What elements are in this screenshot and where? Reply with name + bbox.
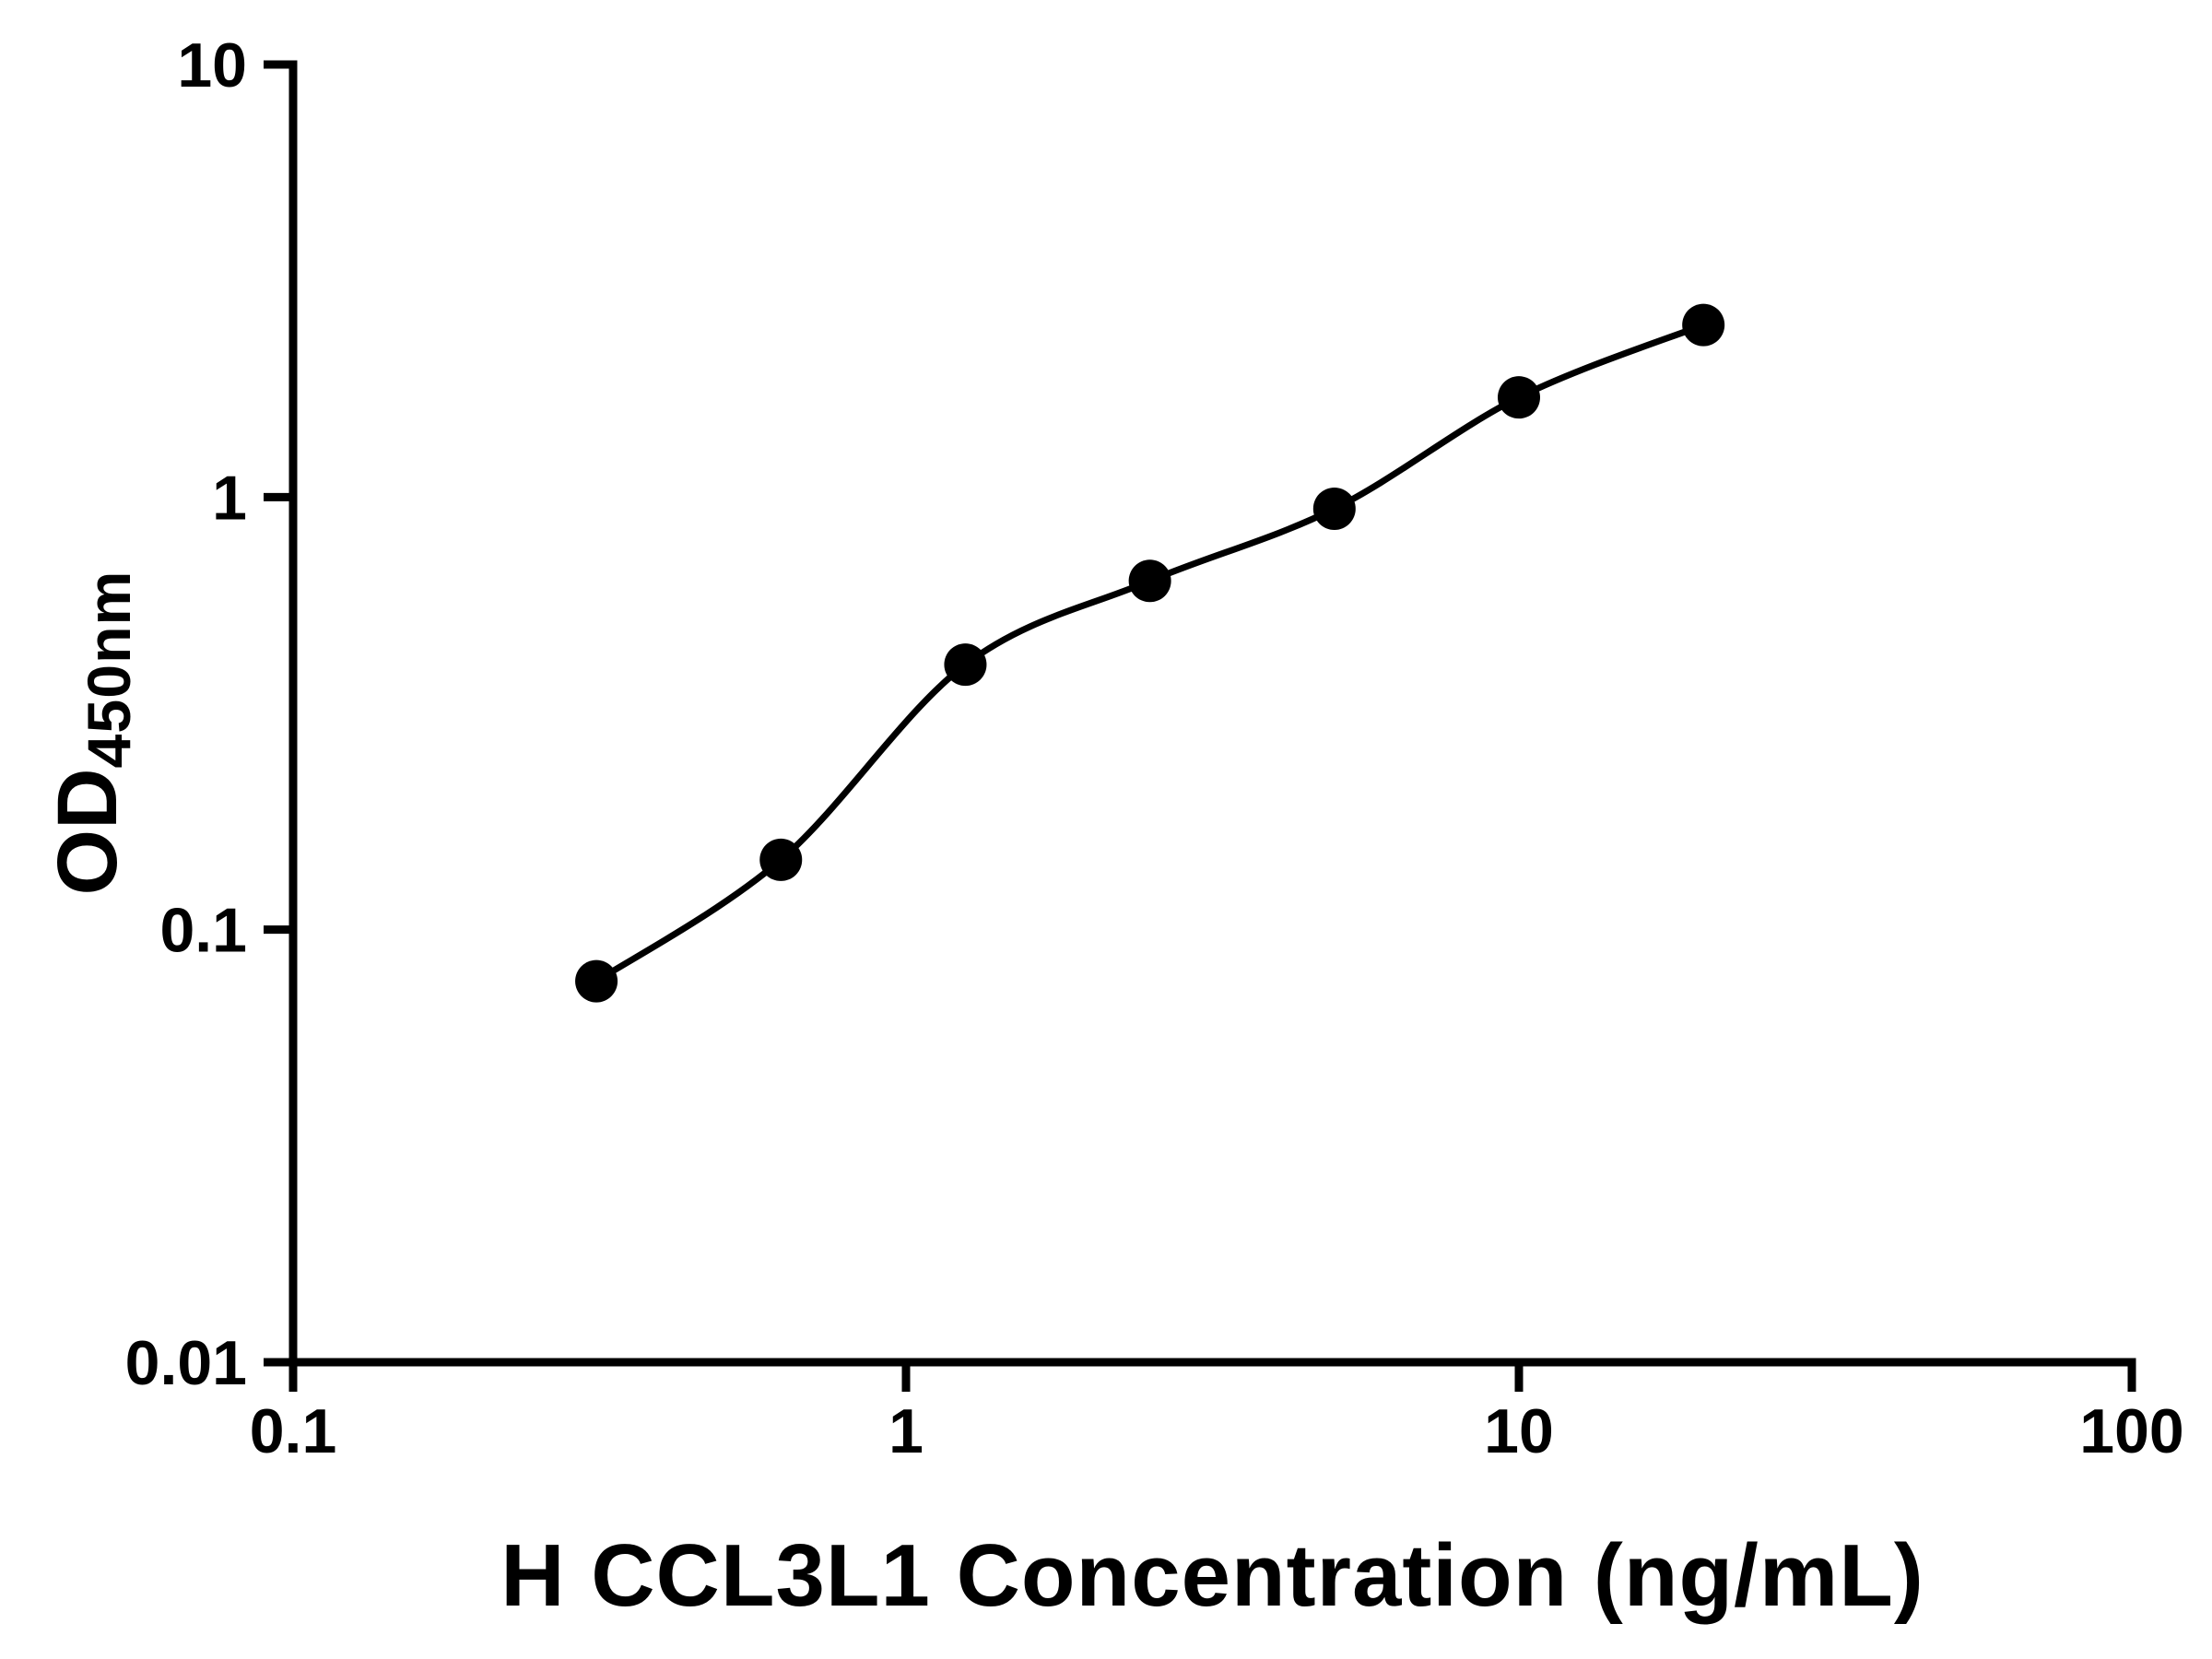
curve-group	[594, 322, 1705, 984]
x-tick-label: 1	[888, 1396, 924, 1466]
y-axis-title-subscript: 450nm	[75, 570, 144, 769]
ticks-group	[264, 60, 2136, 1392]
data-point	[944, 643, 987, 687]
y-tick-label: 10	[177, 30, 247, 100]
data-point	[1682, 303, 1725, 347]
y-tick-label: 0.1	[159, 896, 247, 966]
y-tick-label: 1	[212, 463, 247, 533]
data-point	[1312, 487, 1356, 530]
axis-lines	[288, 60, 2136, 1367]
data-point	[575, 959, 618, 1003]
points-group	[575, 303, 1725, 1003]
axes-group	[288, 60, 2136, 1367]
x-tick-label: 0.1	[250, 1396, 337, 1466]
y-tick-label: 0.01	[125, 1328, 247, 1398]
fit-curve	[594, 322, 1705, 984]
y-axis-title-main: OD	[41, 768, 135, 896]
x-tick-label: 100	[2079, 1396, 2183, 1466]
data-point	[1498, 376, 1540, 419]
data-point	[1128, 559, 1171, 603]
data-point	[759, 838, 803, 881]
x-axis-title: H CCL3L1 Concentration (ng/mL)	[500, 1526, 1924, 1625]
x-tick-label: 10	[1484, 1396, 1554, 1466]
y-axis-title: OD450nm	[40, 571, 145, 896]
